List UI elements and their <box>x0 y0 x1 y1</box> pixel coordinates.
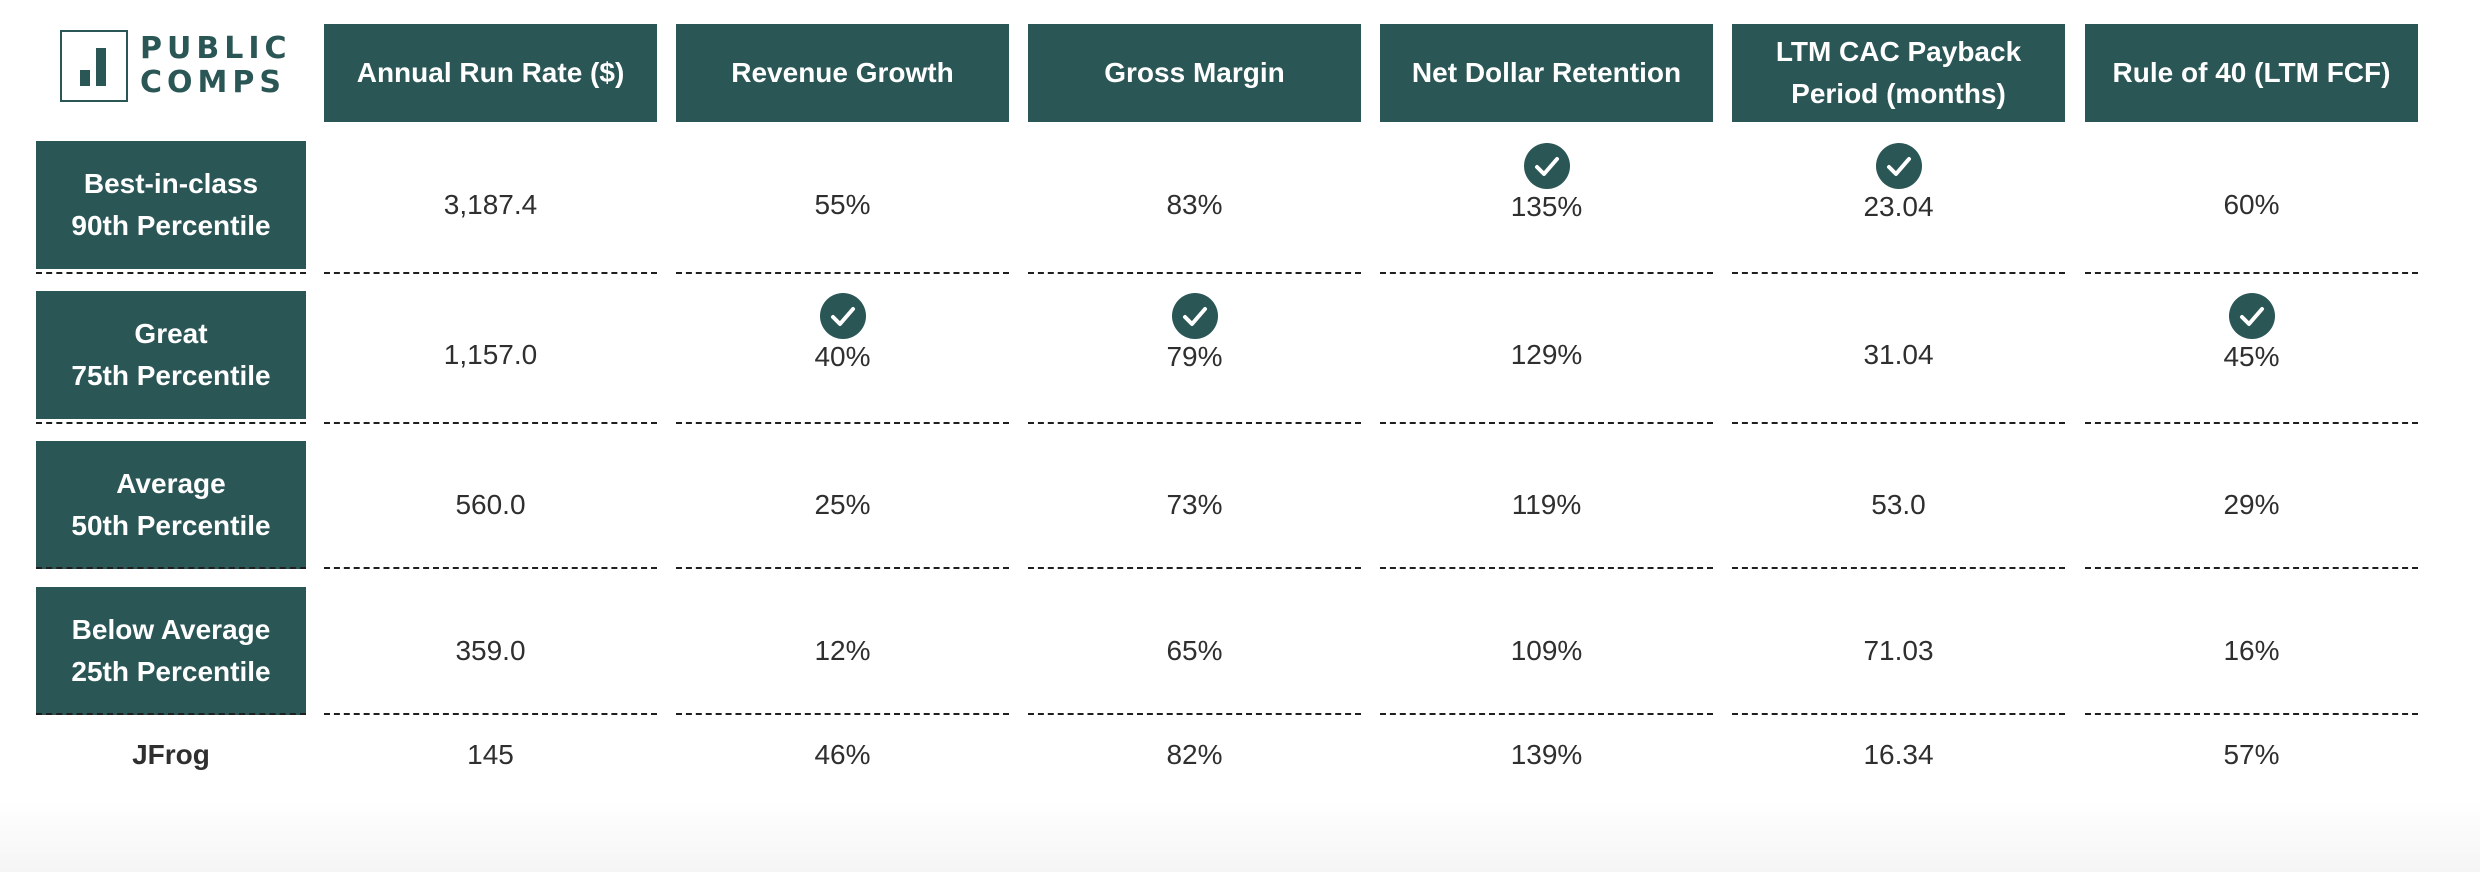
row-separator <box>676 713 1009 715</box>
table-cell: 65% <box>1166 635 1223 666</box>
company-cell: 57% <box>2223 739 2280 770</box>
checkmark-circle-icon <box>1171 293 1218 339</box>
table-cell: 119% <box>1511 489 1582 520</box>
logo-text-line1: PUBLIC <box>140 31 292 66</box>
column-header: LTM CAC Payback Period (months) <box>1732 24 2065 122</box>
company-name: JFrog <box>132 739 210 770</box>
company-cell: 46% <box>814 739 871 770</box>
column-header-label: Revenue Growth <box>731 57 954 88</box>
column-header: Gross Margin <box>1028 24 1361 122</box>
table-cell: 16% <box>2223 635 2280 666</box>
row-separator <box>1380 713 1713 715</box>
table-cell: 71.03 <box>1863 635 1934 666</box>
row-label-percentile: 75th Percentile <box>71 360 271 391</box>
column-header-label: Gross Margin <box>1104 57 1285 88</box>
row-label: Great 75th Percentile <box>36 291 306 419</box>
row-separator <box>1380 272 1713 274</box>
row-separator <box>1380 567 1713 569</box>
row-separator <box>36 713 306 715</box>
company-cell: 139% <box>1510 739 1583 770</box>
company-cell: 16.34 <box>1863 739 1934 770</box>
row-label: Below Average 25th Percentile <box>36 587 306 715</box>
table-cell: 55% <box>814 189 871 220</box>
row-label-percentile: 90th Percentile <box>71 210 271 241</box>
row-label-percentile: 25th Percentile <box>71 656 271 687</box>
checkmark-circle-icon <box>1523 143 1570 189</box>
column-header: Revenue Growth <box>676 24 1009 122</box>
table-cell: 129% <box>1510 339 1583 370</box>
public-comps-logo: PUBLIC COMPS <box>60 30 300 104</box>
row-separator <box>324 567 657 569</box>
table-cell: 25% <box>814 489 871 520</box>
row-label: Best-in-class 90th Percentile <box>36 141 306 269</box>
row-separator <box>1732 567 2065 569</box>
column-header-label: LTM CAC Payback Period (months) <box>1775 36 2022 109</box>
row-separator <box>324 713 657 715</box>
row-separator <box>324 422 657 424</box>
row-separator <box>36 567 306 569</box>
company-cell: 82% <box>1166 739 1223 770</box>
column-header: Rule of 40 (LTM FCF) <box>2085 24 2418 122</box>
row-label-title: Below Average <box>71 614 271 645</box>
row-separator <box>2085 567 2418 569</box>
row-separator <box>1028 567 1361 569</box>
row-separator <box>676 422 1009 424</box>
row-separator <box>1028 272 1361 274</box>
column-header-label: Rule of 40 (LTM FCF) <box>2112 57 2391 88</box>
column-header-label: Annual Run Rate ($) <box>356 57 625 88</box>
company-cell: 145 <box>467 739 514 770</box>
column-header: Net Dollar Retention <box>1380 24 1713 122</box>
table-cell: 359.0 <box>455 635 526 666</box>
table-cell: 12% <box>814 635 871 666</box>
row-separator <box>1380 422 1713 424</box>
column-header: Annual Run Rate ($) <box>324 24 657 122</box>
row-label-percentile: 50th Percentile <box>71 510 271 541</box>
table-cell: 45% <box>2223 341 2280 372</box>
row-separator <box>1028 713 1361 715</box>
row-label: Average 50th Percentile <box>36 441 306 569</box>
checkmark-circle-icon <box>819 293 866 339</box>
row-label-title: Best-in-class <box>83 168 259 199</box>
table-cell: 109% <box>1510 635 1583 666</box>
column-header-label: Net Dollar Retention <box>1411 57 1682 88</box>
row-separator <box>2085 422 2418 424</box>
table-cell: 79% <box>1166 341 1223 372</box>
table-cell: 53.0 <box>1871 489 1926 520</box>
row-separator <box>1732 713 2065 715</box>
table-cell: 560.0 <box>455 489 526 520</box>
row-label-title: Great <box>134 318 208 349</box>
row-separator <box>36 272 306 274</box>
row-separator <box>2085 272 2418 274</box>
table-cell: 83% <box>1166 189 1223 220</box>
table-cell: 31.04 <box>1863 339 1934 370</box>
table-cell: 3,187.4 <box>443 189 538 220</box>
checkmark-circle-icon <box>2228 293 2275 339</box>
table-cell: 60% <box>2223 189 2280 220</box>
row-separator <box>36 422 306 424</box>
row-separator <box>2085 713 2418 715</box>
logo-text-line2: COMPS <box>140 65 286 100</box>
row-separator <box>1732 272 2065 274</box>
row-label-title: Average <box>116 468 226 499</box>
logo-text: PUBLIC COMPS <box>140 32 292 100</box>
table-cell: 40% <box>814 341 871 372</box>
row-separator <box>324 272 657 274</box>
row-separator <box>1028 422 1361 424</box>
table-cell: 1,157.0 <box>443 339 538 370</box>
row-separator <box>1732 422 2065 424</box>
bar-chart-logo-icon <box>60 30 128 102</box>
table-cell: 73% <box>1166 489 1223 520</box>
row-separator <box>676 567 1009 569</box>
row-separator <box>676 272 1009 274</box>
checkmark-circle-icon <box>1875 143 1922 189</box>
table-cell: 23.04 <box>1863 191 1934 222</box>
table-cell: 135% <box>1510 191 1583 222</box>
company-label: JFrog <box>36 725 306 785</box>
table-cell: 29% <box>2223 489 2280 520</box>
